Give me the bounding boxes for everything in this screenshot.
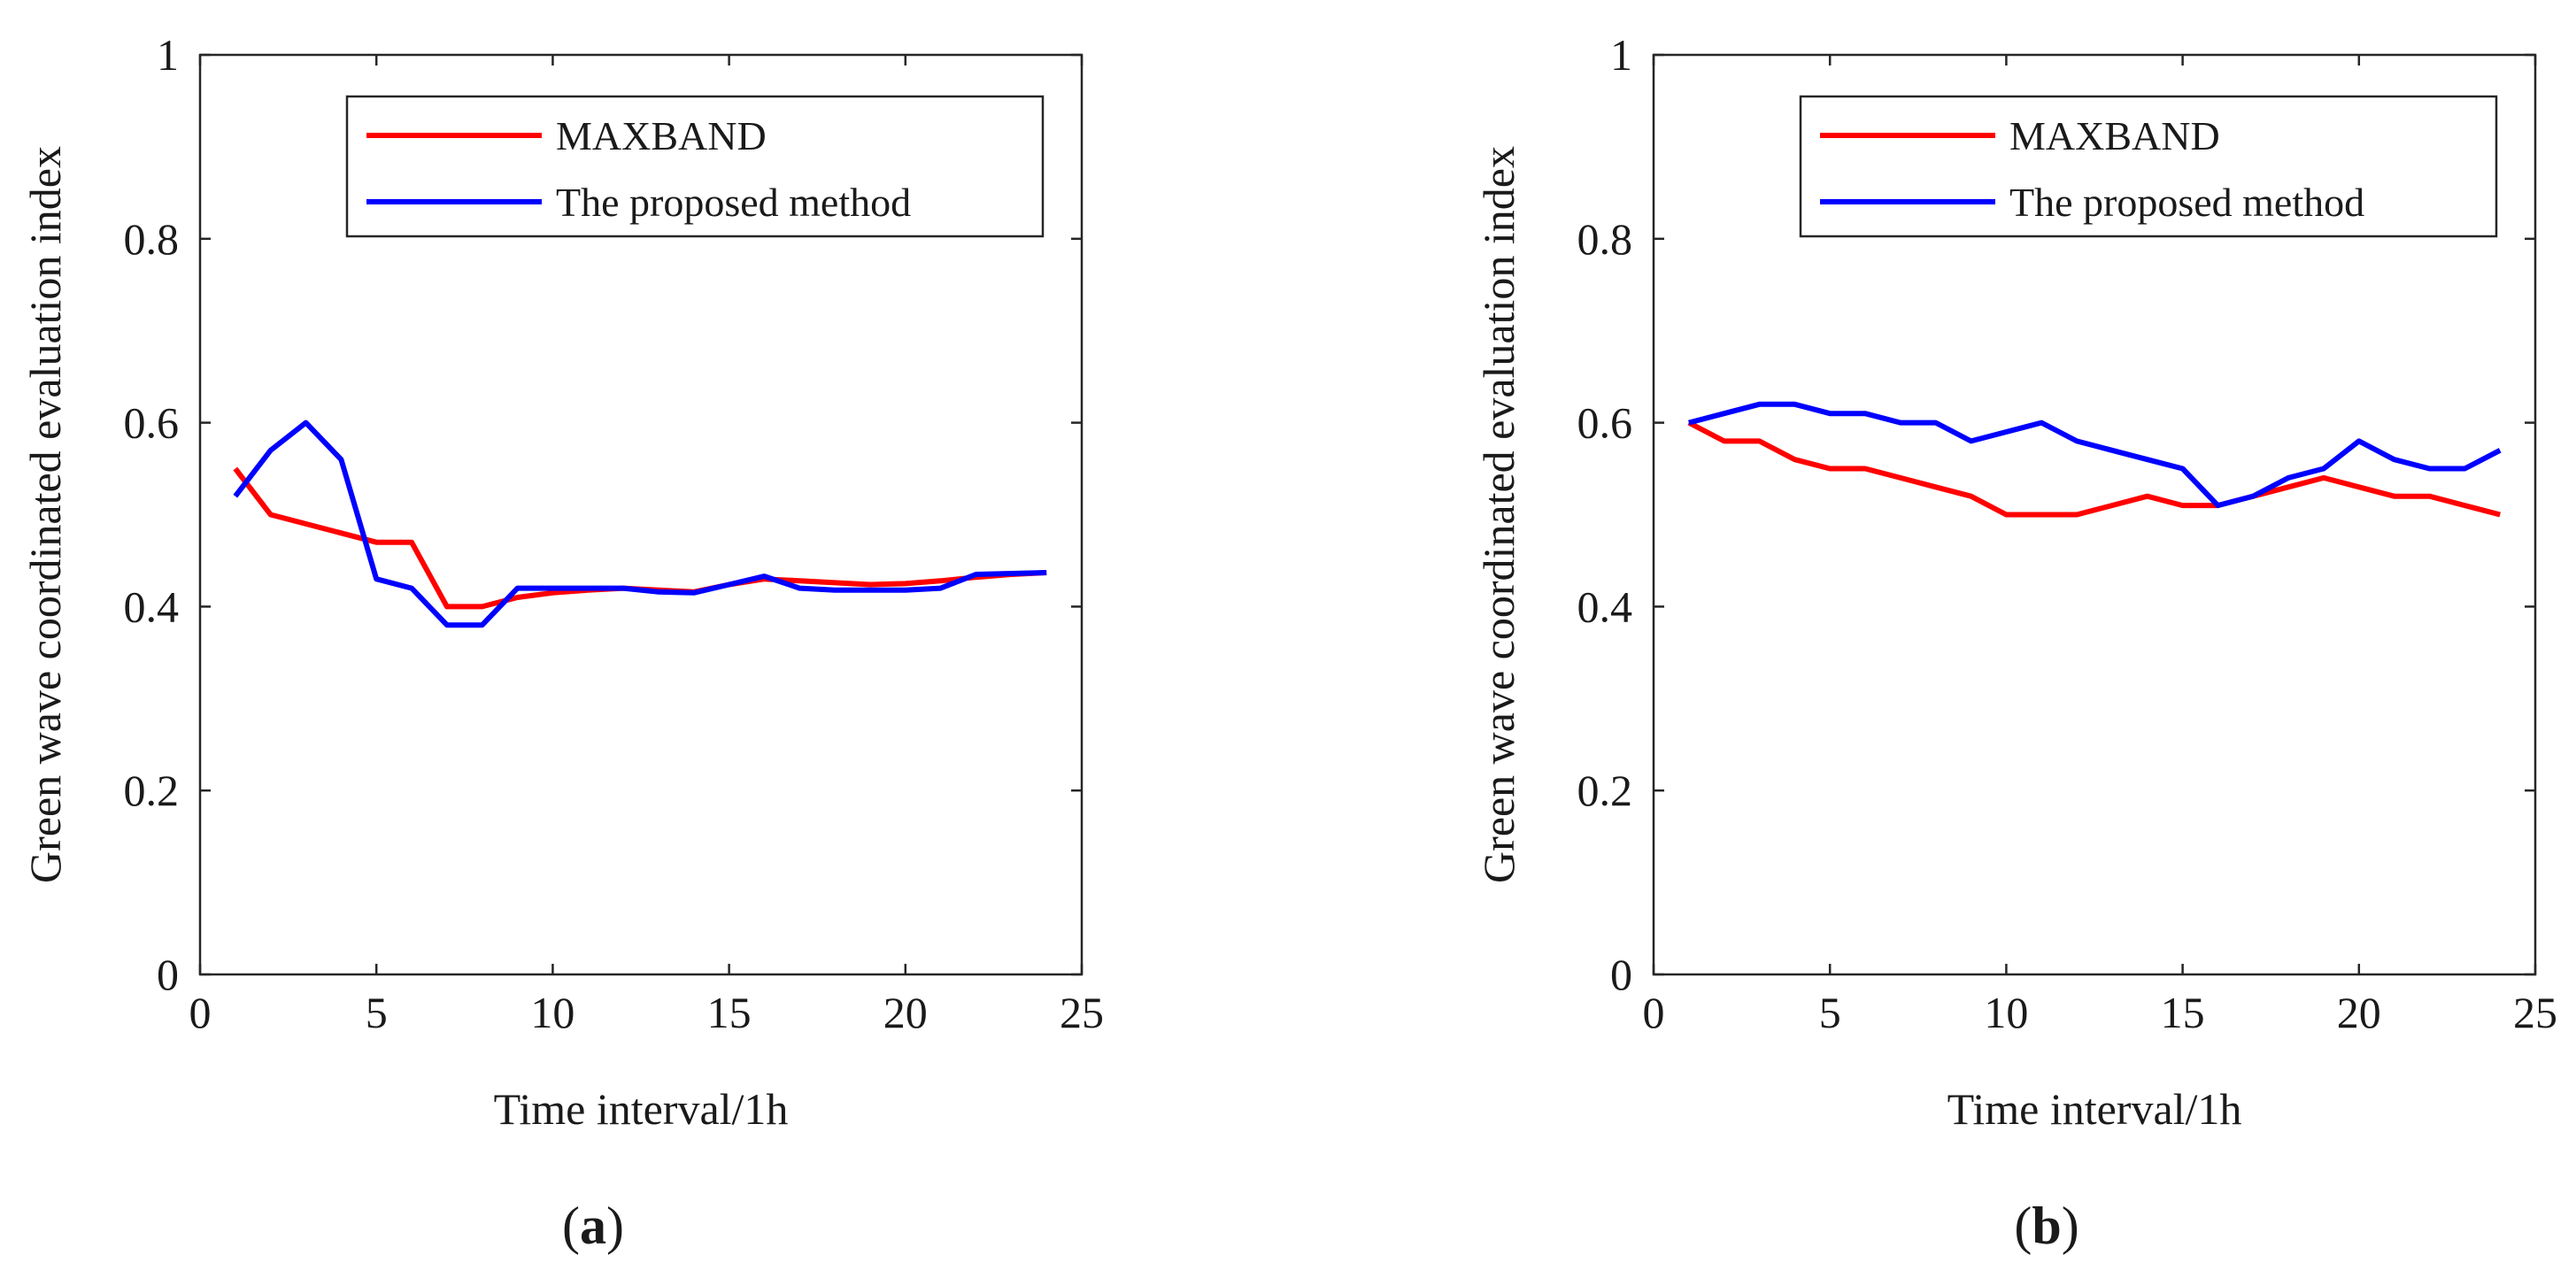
x-tick-label: 5 bbox=[366, 988, 388, 1037]
x-tick-label: 5 bbox=[1819, 988, 1841, 1037]
legend-box bbox=[345, 95, 1045, 238]
y-tick-label: 1 bbox=[1610, 30, 1632, 80]
y-tick-label: 0.8 bbox=[1577, 214, 1633, 264]
y-tick-label: 0.6 bbox=[1577, 398, 1633, 448]
x-axis-label: Time interval/1h bbox=[494, 1084, 789, 1134]
x-tick-label: 0 bbox=[1643, 988, 1665, 1037]
y-tick-label: 0.6 bbox=[124, 398, 180, 448]
y-tick-label: 0.4 bbox=[1577, 581, 1633, 631]
x-tick-label: 25 bbox=[2513, 988, 2557, 1037]
x-tick-label: 10 bbox=[1984, 988, 2028, 1037]
legend-label: The proposed method bbox=[2009, 180, 2364, 225]
panel-label: (b) bbox=[2014, 1197, 2079, 1255]
y-axis-label: Green wave coordinated evaluation index bbox=[20, 146, 70, 883]
axes-box bbox=[198, 53, 1084, 976]
panel-label: (a) bbox=[562, 1197, 624, 1255]
series-line-proposed-method bbox=[233, 420, 1047, 628]
legend-label: MAXBAND bbox=[556, 113, 767, 158]
y-tick-label: 0 bbox=[1610, 950, 1632, 999]
y-axis-label: Green wave coordinated evaluation index bbox=[1474, 146, 1523, 883]
x-tick-label: 25 bbox=[1060, 988, 1104, 1037]
x-tick-label: 15 bbox=[2161, 988, 2205, 1037]
y-tick-label: 1 bbox=[157, 30, 179, 80]
x-tick-label: 0 bbox=[189, 988, 212, 1037]
x-tick-label: 20 bbox=[883, 988, 928, 1037]
y-tick-label: 0.2 bbox=[1577, 766, 1633, 815]
legend-box bbox=[1799, 95, 2498, 238]
series-line-proposed-method bbox=[1688, 401, 2502, 509]
x-tick-label: 15 bbox=[707, 988, 752, 1037]
x-tick-label: 10 bbox=[530, 988, 575, 1037]
legend-label: MAXBAND bbox=[2009, 113, 2220, 158]
legend-label: The proposed method bbox=[556, 180, 911, 225]
y-tick-label: 0.4 bbox=[124, 581, 180, 631]
x-tick-label: 20 bbox=[2337, 988, 2381, 1037]
y-tick-label: 0.8 bbox=[124, 214, 180, 264]
y-tick-label: 0 bbox=[157, 950, 179, 999]
series-line-maxband bbox=[1687, 420, 2501, 518]
chart-panel-a: 0 5 10 15 20 25 0 0.2 0.4 0.6 0.8 1 Time interval/1h… bbox=[20, 30, 1104, 1255]
legend: MAXBAND The proposed method bbox=[1799, 95, 2498, 238]
chart-panel-b: 0 5 10 15 20 25 0 0.2 0.4 0.6 0.8 1 Time interval/1h… bbox=[1474, 30, 2557, 1255]
axes-box bbox=[1652, 53, 2537, 976]
legend: MAXBAND The proposed method bbox=[345, 95, 1045, 238]
y-tick-label: 0.2 bbox=[124, 766, 180, 815]
x-axis-label: Time interval/1h bbox=[1947, 1084, 2242, 1134]
